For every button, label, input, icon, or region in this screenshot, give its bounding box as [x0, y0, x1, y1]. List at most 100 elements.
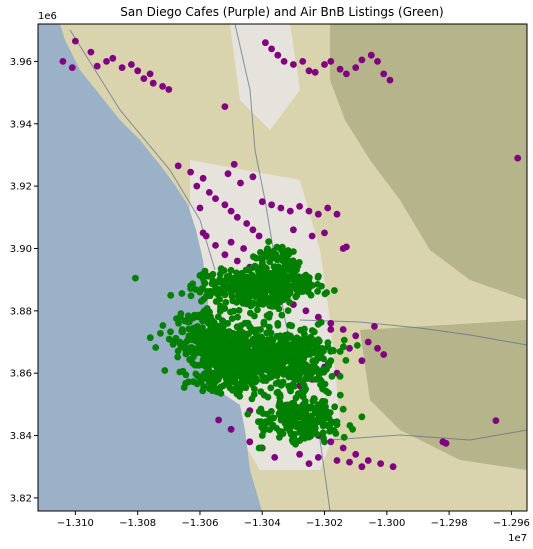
- airbnb-point: [340, 343, 347, 351]
- airbnb-point: [319, 422, 327, 430]
- airbnb-point: [174, 347, 182, 355]
- airbnb-point: [287, 387, 294, 395]
- airbnb-point: [244, 277, 252, 284]
- airbnb-point: [287, 272, 294, 280]
- x-tick-label: −1.302: [306, 518, 343, 529]
- cafe-point: [290, 226, 297, 234]
- x-tick-label: −1.296: [493, 518, 530, 529]
- airbnb-point: [210, 348, 218, 355]
- airbnb-point: [169, 341, 177, 348]
- airbnb-point: [201, 362, 209, 370]
- airbnb-point: [200, 307, 208, 315]
- cafe-point: [286, 207, 294, 215]
- airbnb-point: [234, 313, 242, 321]
- x-axis: −1.310 −1.308 −1.306 −1.304 −1.302 −1.300 −1.2…: [57, 511, 530, 529]
- airbnb-point: [242, 266, 250, 274]
- airbnb-point: [177, 341, 185, 348]
- airbnb-point: [257, 249, 264, 256]
- airbnb-point: [196, 288, 204, 296]
- cafe-point: [227, 207, 235, 215]
- airbnb-point: [283, 413, 291, 421]
- cafe-point: [364, 338, 372, 346]
- hills-area-south: [360, 320, 527, 470]
- airbnb-point: [233, 298, 241, 306]
- airbnb-point: [204, 288, 211, 295]
- airbnb-point: [227, 266, 235, 274]
- airbnb-point: [276, 427, 283, 435]
- cafe-point: [492, 417, 500, 424]
- airbnb-point: [222, 299, 230, 306]
- airbnb-point: [266, 258, 274, 266]
- airbnb-point: [342, 357, 350, 364]
- airbnb-point: [234, 385, 242, 392]
- cafe-point: [352, 64, 360, 71]
- cafe-point: [327, 326, 335, 333]
- cafe-point: [327, 319, 335, 327]
- cafe-point: [336, 65, 344, 73]
- airbnb-point: [289, 258, 297, 266]
- cafe-point: [271, 454, 279, 461]
- cafe-point: [212, 242, 219, 249]
- airbnb-point: [200, 278, 208, 286]
- cafe-point: [109, 54, 117, 62]
- airbnb-point: [258, 432, 266, 439]
- cafe-point: [140, 75, 148, 82]
- cafe-point: [134, 67, 142, 75]
- airbnb-point: [268, 335, 275, 343]
- airbnb-point: [277, 276, 284, 284]
- airbnb-point: [282, 340, 289, 348]
- cafe-point: [237, 179, 244, 187]
- airbnb-point: [206, 356, 213, 364]
- airbnb-point: [325, 421, 333, 428]
- airbnb-point: [288, 416, 296, 424]
- x-tick-label: −1.310: [57, 518, 94, 529]
- cafe-point: [343, 243, 350, 251]
- airbnb-point: [178, 290, 186, 297]
- cafe-point: [187, 168, 195, 176]
- airbnb-point: [239, 329, 247, 337]
- airbnb-point: [293, 370, 301, 377]
- airbnb-point: [299, 431, 307, 439]
- cafe-point: [327, 58, 335, 65]
- cafe-point: [243, 220, 251, 227]
- airbnb-point: [330, 347, 337, 355]
- airbnb-point: [296, 340, 303, 348]
- airbnb-point: [223, 365, 231, 372]
- airbnb-point: [159, 322, 167, 329]
- airbnb-point: [241, 347, 248, 354]
- airbnb-point: [317, 377, 325, 385]
- airbnb-point: [268, 351, 276, 359]
- airbnb-point: [293, 423, 300, 431]
- airbnb-point: [290, 248, 297, 256]
- airbnb-point: [301, 279, 308, 286]
- airbnb-point: [358, 413, 366, 421]
- cafe-point: [227, 425, 235, 433]
- cafe-point: [321, 61, 328, 68]
- plot-frame: [37, 23, 528, 512]
- airbnb-point: [178, 326, 186, 333]
- cafe-point: [314, 454, 322, 461]
- airbnb-point: [304, 351, 311, 358]
- airbnb-point: [308, 412, 315, 420]
- airbnb-point: [235, 352, 243, 359]
- cafe-point: [386, 76, 394, 84]
- x-tick-label: −1.304: [244, 518, 281, 529]
- airbnb-point: [324, 339, 332, 346]
- airbnb-point: [217, 325, 225, 332]
- cafe-point: [358, 463, 366, 471]
- cafe-point: [227, 238, 235, 246]
- airbnb-point: [229, 363, 237, 371]
- airbnb-point: [235, 307, 243, 314]
- airbnb-point: [252, 355, 260, 363]
- airbnb-point: [257, 326, 264, 333]
- airbnb-point: [265, 238, 272, 246]
- airbnb-point: [275, 401, 283, 408]
- cafe-point: [59, 58, 67, 65]
- cafe-point: [343, 70, 350, 78]
- airbnb-point: [282, 249, 290, 257]
- airbnb-point: [263, 329, 271, 337]
- airbnb-point: [271, 253, 278, 260]
- cafe-point: [118, 64, 126, 71]
- airbnb-point: [244, 363, 252, 371]
- cafe-point: [290, 61, 297, 68]
